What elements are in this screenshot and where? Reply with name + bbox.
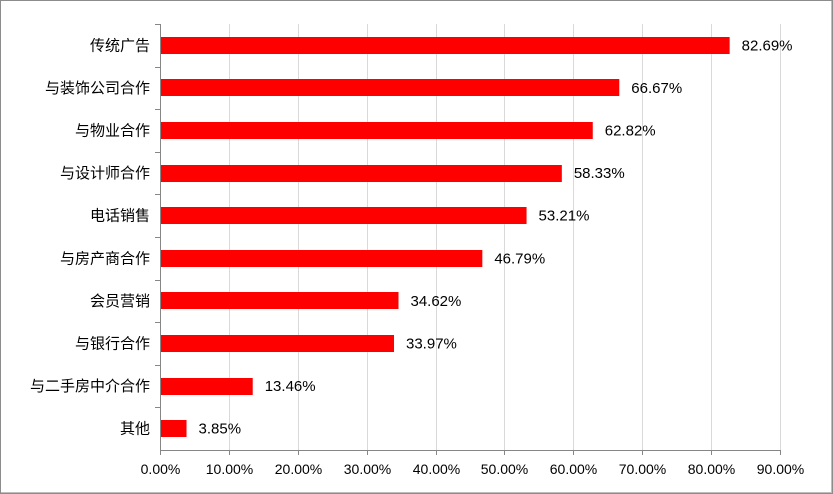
x-tick-label: 80.00% xyxy=(688,461,735,477)
labels: 0.00% 10.00% 20.00% 30.00% 40.00% 50.00% 60.00… xyxy=(30,36,804,477)
value-label: 58.33% xyxy=(574,165,625,182)
bar xyxy=(161,37,730,54)
bar xyxy=(161,122,593,139)
category-label: 与装饰公司合作 xyxy=(45,79,150,97)
x-tick-label: 0.00% xyxy=(141,461,181,477)
category-label: 与设计师合作 xyxy=(60,164,150,182)
bar xyxy=(161,378,253,395)
x-tick-label: 40.00% xyxy=(413,461,460,477)
bar xyxy=(161,79,620,96)
x-tick-label: 60.00% xyxy=(550,461,597,477)
value-label: 53.21% xyxy=(539,208,590,225)
value-label: 13.46% xyxy=(265,378,316,395)
x-tick-label: 50.00% xyxy=(481,461,528,477)
value-label: 33.97% xyxy=(406,336,457,353)
value-label: 3.85% xyxy=(199,421,242,438)
x-tick-label: 20.00% xyxy=(275,461,322,477)
bar xyxy=(161,292,399,309)
x-tick-label: 90.00% xyxy=(757,461,804,477)
category-label: 其他 xyxy=(120,420,150,438)
axes xyxy=(155,24,781,455)
value-label: 66.67% xyxy=(631,80,682,97)
bar xyxy=(161,335,395,352)
x-tick-label: 30.00% xyxy=(344,461,391,477)
category-label: 与物业合作 xyxy=(75,122,150,140)
value-label: 34.62% xyxy=(410,293,461,310)
value-label: 62.82% xyxy=(605,123,656,140)
category-label: 传统广告 xyxy=(90,36,150,54)
bar xyxy=(161,207,527,224)
x-tick-label: 70.00% xyxy=(619,461,666,477)
category-label: 会员营销 xyxy=(90,292,150,310)
value-label: 46.79% xyxy=(494,250,545,267)
value-label: 82.69% xyxy=(742,37,793,54)
bars xyxy=(161,37,730,437)
bar xyxy=(161,420,187,437)
category-label: 电话销售 xyxy=(90,207,150,225)
category-label: 与房产商合作 xyxy=(60,249,150,267)
bar xyxy=(161,250,483,267)
category-label: 与二手房中介合作 xyxy=(30,377,150,395)
bar xyxy=(161,165,562,182)
x-tick-label: 10.00% xyxy=(206,461,253,477)
category-label: 与银行合作 xyxy=(75,335,150,353)
